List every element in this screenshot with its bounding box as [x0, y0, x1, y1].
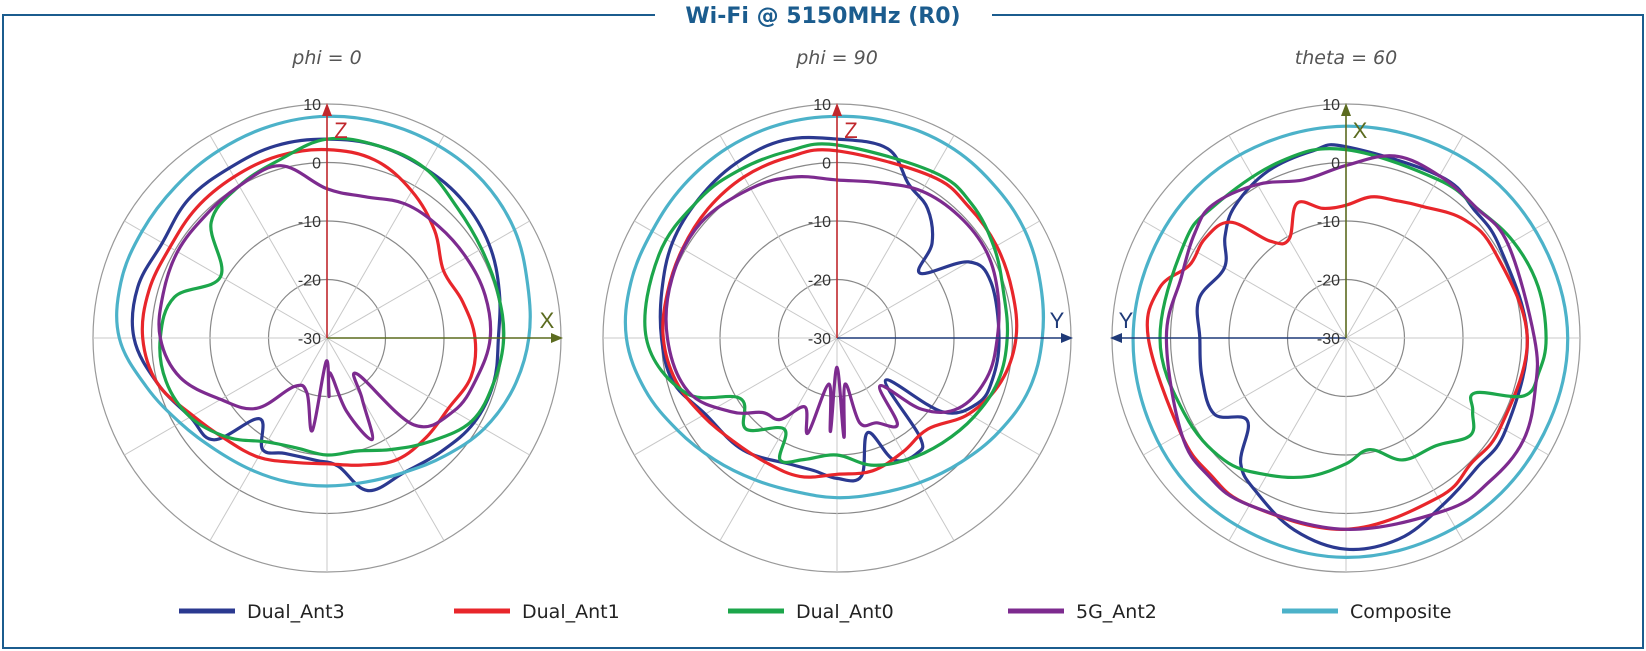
grid-spoke [1345, 135, 1464, 339]
grid-spoke [836, 337, 955, 541]
plot-title: phi = 0 [291, 47, 361, 69]
r-tick-label: 0 [312, 156, 321, 173]
series-dual-ant1 [1145, 195, 1529, 531]
vertical-axis-label: X [1353, 118, 1368, 143]
legend-item: Dual_Ant3 [179, 601, 345, 623]
horizontal-axis-label: X [540, 308, 555, 333]
plot-title: phi = 90 [795, 47, 878, 69]
r-tick-label: 10 [813, 97, 831, 114]
plot-title: theta = 60 [1295, 47, 1397, 69]
series-dual-ant0 [1158, 146, 1548, 480]
horizontal-axis-label: Y [1050, 308, 1065, 333]
grid-spoke [1228, 337, 1347, 541]
axis-arrow-icon [832, 103, 842, 116]
axis-arrow-icon [551, 333, 563, 343]
r-tick-label: -30 [1317, 331, 1340, 348]
grid-spoke [326, 337, 445, 541]
legend-label: Dual_Ant1 [522, 601, 620, 623]
series-dual-ant3 [130, 137, 502, 493]
polar-plot-2: theta = 60 Y X 10 0 -10 -20 -30 [1110, 47, 1581, 573]
axis-arrow-icon [1061, 333, 1073, 343]
grid-spoke [326, 337, 530, 456]
vertical-axis-label: Z [334, 118, 347, 143]
r-tick-label: 10 [1322, 97, 1340, 114]
r-tick-label: -20 [1317, 273, 1340, 290]
grid-spoke [1228, 135, 1347, 339]
series-5g-ant2 [1164, 154, 1540, 531]
legend-label: Composite [1350, 601, 1451, 623]
figure-title: Wi-Fi @ 5150MHz (R0) [685, 4, 960, 29]
series-composite [1131, 124, 1570, 560]
grid-spoke [124, 220, 328, 339]
r-tick-label: -10 [298, 214, 321, 231]
r-tick-label: 10 [303, 97, 321, 114]
series-5g-ant2 [157, 164, 493, 442]
grid-spoke [719, 337, 838, 541]
grid-spoke [326, 220, 530, 339]
grid-spoke [124, 337, 328, 456]
r-tick-label: -30 [808, 331, 831, 348]
axis-arrow-icon [1341, 103, 1351, 116]
legend-item: 5G_Ant2 [1008, 601, 1157, 623]
series-5g-ant2 [664, 175, 1001, 439]
legend-item: Dual_Ant1 [454, 601, 620, 623]
r-tick-label: -10 [808, 214, 831, 231]
r-tick-label: 0 [822, 156, 831, 173]
polar-plot-1: phi = 90 Y Z 10 0 -10 -20 -30 [602, 47, 1073, 573]
grid-spoke [209, 337, 328, 541]
axis-arrow-icon [1110, 333, 1122, 343]
axis-arrow-icon [322, 103, 332, 116]
horizontal-axis-label: Y [1119, 308, 1134, 333]
grid-spoke [836, 220, 1040, 339]
series-composite [115, 114, 532, 488]
grid-spoke [634, 220, 838, 339]
grid-spoke [836, 135, 955, 339]
grid-spoke [719, 135, 838, 339]
r-tick-label: -20 [298, 273, 321, 290]
legend-item: Composite [1282, 601, 1451, 623]
figure-frame [2, 14, 1644, 649]
series-dual-ant0 [643, 142, 1010, 467]
series-dual-ant0 [158, 136, 506, 457]
series-composite [623, 114, 1046, 500]
grid-spoke [1143, 220, 1347, 339]
grid-spoke [836, 337, 1040, 456]
grid-spoke [1345, 337, 1549, 456]
r-tick-label: 0 [1331, 156, 1340, 173]
legend-label: 5G_Ant2 [1076, 601, 1157, 623]
legend-item: Dual_Ant0 [728, 601, 894, 623]
legend-label: Dual_Ant3 [247, 601, 345, 623]
grid-spoke [1345, 337, 1464, 541]
r-tick-label: -10 [1317, 214, 1340, 231]
vertical-axis-label: Z [844, 118, 857, 143]
r-tick-label: -20 [808, 273, 831, 290]
r-tick-label: -30 [298, 331, 321, 348]
polar-plot-0: phi = 0 X Z 10 0 -10 -20 -30 [92, 47, 563, 573]
legend-label: Dual_Ant0 [796, 601, 894, 623]
grid-spoke [1143, 337, 1347, 456]
series-dual-ant1 [140, 147, 478, 467]
legend: Dual_Ant3 Dual_Ant1 Dual_Ant0 5G_Ant2 Compos… [179, 601, 1451, 623]
grid-spoke [1345, 220, 1549, 339]
